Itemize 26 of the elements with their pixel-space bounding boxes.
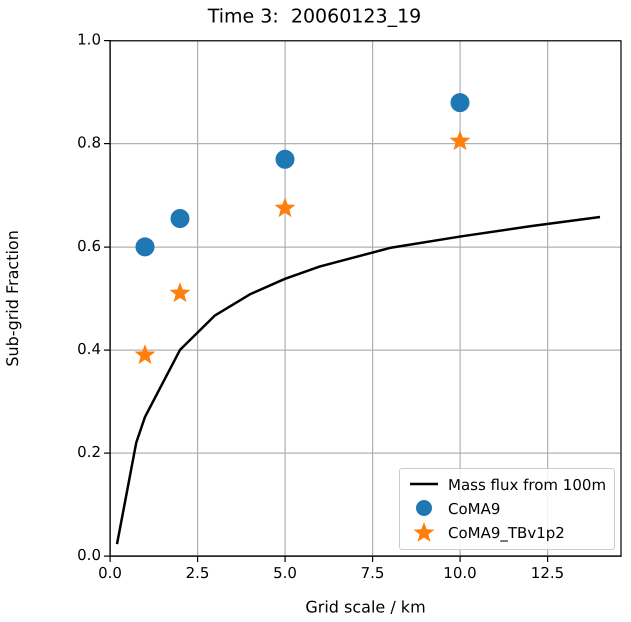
point xyxy=(170,209,190,228)
y-tick-label: 0.4 xyxy=(77,340,101,358)
y-tick-label: 0.8 xyxy=(77,134,101,152)
legend-label: CoMA9_TBv1p2 xyxy=(448,524,565,542)
point xyxy=(170,282,190,302)
x-tick-label: 7.5 xyxy=(360,564,384,582)
x-tick-label: 0.0 xyxy=(98,564,122,582)
x-tick-label: 5.0 xyxy=(273,564,297,582)
y-tick-label: 0.2 xyxy=(77,442,101,461)
chart-title: Time 3: 20060123_19 xyxy=(206,5,422,28)
point xyxy=(136,237,154,256)
legend-label: Mass flux from 100m xyxy=(448,476,606,494)
point xyxy=(274,197,296,218)
y-axis-title: Sub-grid Fraction xyxy=(2,230,22,367)
legend-label: CoMA9 xyxy=(448,500,500,518)
point xyxy=(134,344,156,364)
y-tick-label: 0.0 xyxy=(77,546,101,564)
x-tick-label: 10.0 xyxy=(443,564,477,582)
x-tick-label: 12.5 xyxy=(530,564,564,582)
y-tick-label: 0.6 xyxy=(77,236,101,255)
point xyxy=(276,150,294,169)
x-tick-label: 2.5 xyxy=(186,564,210,582)
point xyxy=(450,93,470,112)
point xyxy=(450,130,470,150)
y-tick-label: 1.0 xyxy=(77,30,101,49)
x-axis-title: Grid scale / km xyxy=(305,598,426,617)
